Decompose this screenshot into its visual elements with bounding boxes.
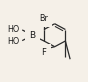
Text: Br: Br — [40, 14, 48, 23]
Text: F: F — [42, 48, 46, 57]
Text: B: B — [29, 31, 36, 40]
Text: HO: HO — [7, 25, 19, 34]
Text: HO: HO — [7, 36, 19, 46]
